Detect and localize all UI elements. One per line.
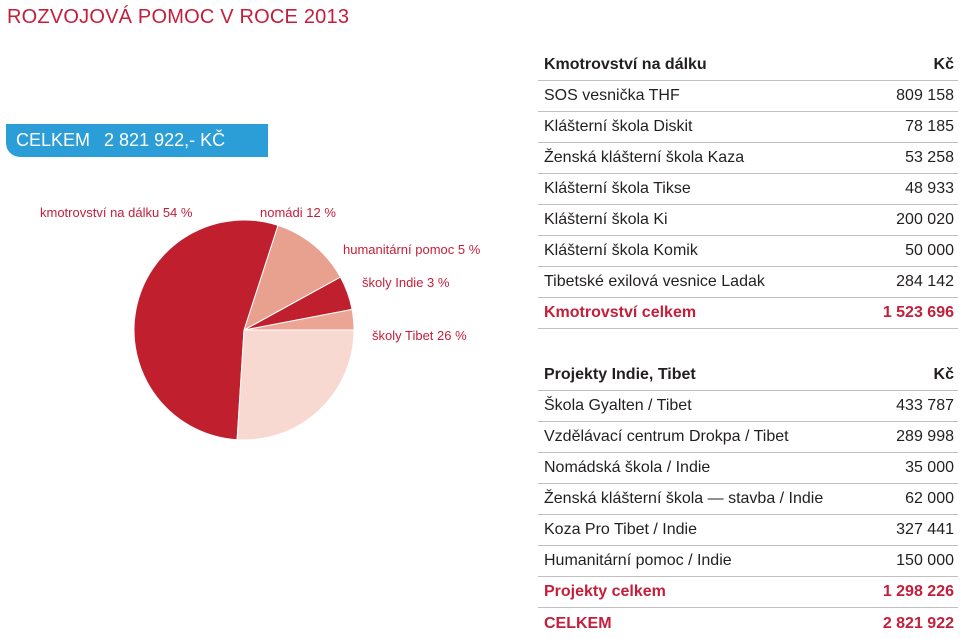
total-badge: CELKEM 2 821 922,- KČ [6,124,268,157]
row-value: 150 000 [896,552,954,569]
table-row: Škola Gyalten / Tibet 433 787 [538,391,958,422]
row-name: Tibetské exilová vesnice Ladak [544,273,765,290]
pie-slice [243,224,342,332]
pie-slice-label: školy Indie 3 % [362,275,450,290]
grand-total-name: CELKEM [544,614,612,632]
table-total-row: Kmotrovství celkem 1 523 696 [538,298,958,329]
total-badge-value: 2 821 922,- KČ [104,130,226,150]
table-header: Projekty Indie, Tibet Kč [538,360,958,391]
table-row: Tibetské exilová vesnice Ladak 284 142 [538,267,958,298]
row-name: Klášterní škola Ki [544,211,668,228]
row-name: Nomádská škola / Indie [544,459,711,476]
row-name: Humanitární pomoc / Indie [544,552,732,569]
table-row: Koza Pro Tibet / Indie 327 441 [538,515,958,546]
pie-chart: kmotrovství na dálku 54 % školy Tibet 26 … [40,205,481,441]
pie-slice-label: kmotrovství na dálku 54 % [40,205,193,220]
row-value: 53 258 [905,149,954,166]
sponsorship-table: Kmotrovství na dálku Kč SOS vesnička THF… [538,50,958,329]
row-name: Ženská klášterní škola — stavba / Indie [544,490,824,507]
table-row: Klášterní škola Komik 50 000 [538,236,958,267]
pie-slice [236,329,355,441]
table-row: Humanitární pomoc / Indie 150 000 [538,546,958,577]
header-name: Kmotrovství na dálku [544,56,707,73]
row-value: 62 000 [905,490,954,507]
row-name: Klášterní škola Tikse [544,180,691,197]
header-unit: Kč [933,56,954,73]
table-header: Kmotrovství na dálku Kč [538,50,958,81]
total-value: 1 298 226 [882,583,954,600]
row-value: 809 158 [896,87,954,104]
row-value: 78 185 [905,118,954,135]
pie-slice-label: humanitární pomoc 5 % [343,242,481,257]
pie-slice [133,219,279,441]
row-value: 48 933 [905,180,954,197]
row-name: Ženská klášterní škola Kaza [544,149,745,166]
row-name: Klášterní škola Komik [544,242,698,259]
row-name: Koza Pro Tibet / Indie [544,521,697,538]
row-value: 327 441 [896,521,954,538]
row-value: 35 000 [905,459,954,476]
row-value: 289 998 [896,428,954,445]
total-value: 1 523 696 [882,304,954,321]
row-name: Škola Gyalten / Tibet [544,397,692,414]
table-row: SOS vesnička THF 809 158 [538,81,958,112]
row-value: 284 142 [896,273,954,290]
table-row: Klášterní škola Diskit 78 185 [538,112,958,143]
table-row: Nomádská škola / Indie 35 000 [538,453,958,484]
table-total-row: Projekty celkem 1 298 226 [538,577,958,608]
total-badge-label: CELKEM [16,130,91,150]
header-name: Projekty Indie, Tibet [544,366,696,383]
pie-slice-label: nomádi 12 % [260,205,336,220]
row-value: 50 000 [905,242,954,259]
pie-slice-label: školy Tibet 26 % [372,328,467,343]
table-row: Ženská klášterní škola — stavba / Indie 6… [538,484,958,515]
table-row: Vzdělávací centrum Drokpa / Tibet 289 998 [538,422,958,453]
grand-total-row: CELKEM 2 821 922 [538,608,958,639]
page-title: ROZVOJOVÁ POMOC V ROCE 2013 [7,6,350,28]
grand-total-value: 2 821 922 [882,614,954,632]
row-value: 433 787 [896,397,954,414]
row-name: SOS vesnička THF [544,87,680,104]
row-name: Klášterní škola Diskit [544,118,693,135]
table-row: Klášterní škola Tikse 48 933 [538,174,958,205]
header-unit: Kč [933,366,954,383]
row-value: 200 020 [896,211,954,228]
row-name: Vzdělávací centrum Drokpa / Tibet [544,428,789,445]
total-name: Kmotrovství celkem [544,304,697,321]
total-name: Projekty celkem [544,583,666,600]
table-row: Klášterní škola Ki 200 020 [538,205,958,236]
projects-table: Projekty Indie, Tibet Kč Škola Gyalten /… [538,360,958,639]
table-row: Ženská klášterní škola Kaza 53 258 [538,143,958,174]
